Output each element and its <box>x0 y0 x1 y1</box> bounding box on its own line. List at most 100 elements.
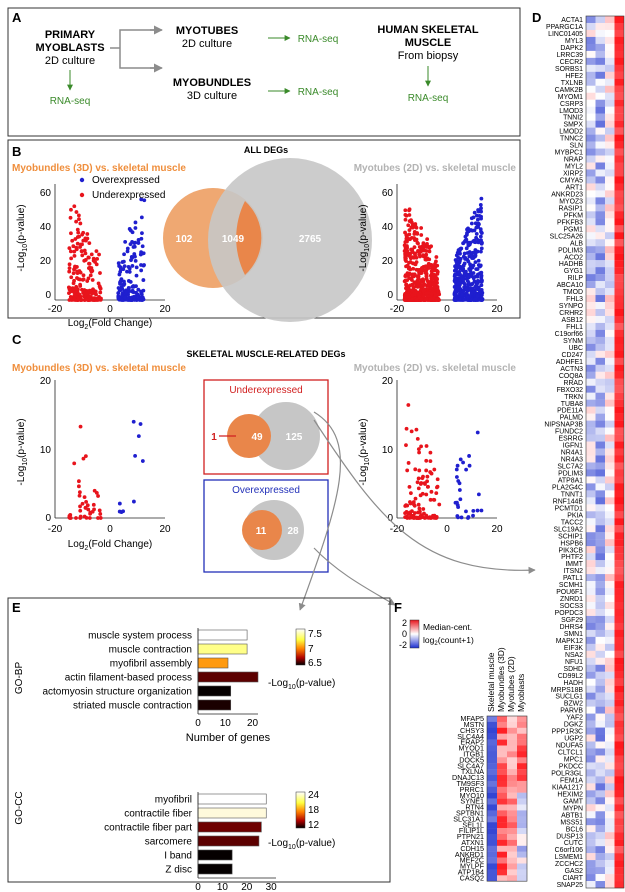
heatmap-cell <box>586 85 596 93</box>
heatmap-cell <box>586 727 596 735</box>
tick: 20 <box>40 256 52 267</box>
heatmap-cell <box>507 786 517 793</box>
heatmap-cell <box>614 734 624 742</box>
heatmap-cell <box>614 176 624 184</box>
heatmap-cell <box>614 532 624 540</box>
heatmap-cell <box>614 295 624 303</box>
heatmap-row-label: HEXIM2 <box>557 791 583 798</box>
heatmap-cell <box>614 629 624 638</box>
tick: 0 <box>387 513 393 524</box>
heatmap-cell <box>586 29 596 38</box>
volcano-point <box>424 296 429 301</box>
heatmap-row-label: PDE11A <box>557 408 583 415</box>
volcano-point <box>434 297 439 302</box>
heatmap-cell <box>586 441 596 449</box>
heatmap-cell <box>517 810 527 817</box>
volcano-point <box>73 237 78 241</box>
heatmap-cell <box>614 329 624 338</box>
heatmap-row-label: MYOM1 <box>558 94 583 101</box>
volcano-point <box>475 274 480 279</box>
heatmap-row-label: LMOD3 <box>559 108 583 115</box>
volcano-point <box>403 230 407 235</box>
heatmap-cell <box>595 874 605 882</box>
volcano-point <box>429 489 434 494</box>
heatmap-row-label: MYOD1 <box>458 744 484 753</box>
heatmap-cell <box>595 553 605 561</box>
heatmap-cell <box>497 875 507 882</box>
heatmap-row-label: ATP8A1 <box>558 477 583 484</box>
heatmap-cell <box>497 869 507 876</box>
volcano-point <box>453 276 457 281</box>
heatmap-cell <box>586 434 596 442</box>
heatmap-cell <box>605 43 615 52</box>
heatmap-row-label: CECR2 <box>560 59 584 66</box>
heatmap-cell <box>586 204 596 212</box>
y-axis-label: -Log10(p-value) <box>16 204 29 271</box>
primary-title-1: PRIMARY <box>45 29 96 41</box>
volcano-point <box>133 258 138 263</box>
colorbar-bp <box>295 628 306 666</box>
volcano-point <box>67 246 72 251</box>
heatmap-cell <box>586 413 596 421</box>
volcano-point <box>85 279 90 283</box>
heatmap-cell <box>605 469 615 477</box>
tick: -20 <box>390 524 405 535</box>
volcano-point <box>405 514 409 519</box>
heatmap-cell <box>595 483 605 491</box>
heatmap-cell <box>595 636 605 644</box>
heatmap-cell <box>614 748 624 756</box>
panel-d-letter: D <box>532 10 541 25</box>
heatmap-cell <box>605 839 615 847</box>
heatmap-cell <box>614 797 624 805</box>
heatmap-cell <box>605 574 615 582</box>
volcano-point <box>468 251 473 255</box>
heatmap-cell <box>586 183 596 191</box>
heatmap-cell <box>595 211 605 219</box>
heatmap-cell <box>605 225 615 233</box>
tick: 20 <box>382 376 394 387</box>
panel-a-letter: A <box>12 10 22 25</box>
heatmap-cell <box>605 804 615 812</box>
over-overlap: 11 <box>256 526 267 537</box>
heatmap-cell <box>605 371 615 379</box>
y-axis-label: -Log10(p-value) <box>358 204 371 271</box>
heatmap-cell <box>487 775 497 782</box>
heatmap-cell <box>517 757 527 764</box>
heatmap-cell <box>595 699 605 707</box>
heatmap-row-label: BCL6 <box>566 826 583 833</box>
heatmap-cell <box>614 574 624 582</box>
heatmap-cell <box>586 525 596 533</box>
volcano-point <box>98 512 103 516</box>
volcano-point <box>78 282 82 287</box>
volcano-point <box>136 241 141 245</box>
heatmap-row-label: CASQ2 <box>460 873 484 882</box>
heatmap-cell <box>586 120 596 128</box>
heatmap-row-label: RRAD <box>563 380 583 387</box>
heatmap-cell <box>595 232 605 240</box>
heatmap-cell <box>614 699 624 707</box>
heatmap-cell <box>487 857 497 864</box>
volcano-point <box>77 479 81 484</box>
volcano-point <box>403 208 408 213</box>
heatmap-cell <box>595 357 605 365</box>
heatmap-cell <box>595 769 605 777</box>
heatmap-cell <box>614 455 624 463</box>
volcano-point <box>476 238 480 242</box>
heatmap-cell <box>586 99 596 107</box>
heatmap-cell <box>605 113 615 121</box>
legend-f-label-1: Median-cent. <box>423 622 472 632</box>
heatmap-cell <box>487 733 497 740</box>
volcano-point <box>75 269 79 274</box>
volcano-point <box>475 267 480 271</box>
heatmap-cell <box>605 832 615 840</box>
heatmap-cell <box>614 85 624 93</box>
volcano-point <box>457 288 462 293</box>
heatmap-cell <box>586 867 596 875</box>
heatmap-cell <box>605 553 615 561</box>
volcano-point <box>469 291 474 296</box>
volcano-point <box>428 450 433 455</box>
heatmap-cell <box>614 469 624 477</box>
heatmap-cell <box>586 281 596 289</box>
over-box-title: Overexpressed <box>232 485 300 496</box>
heatmap-cell <box>605 874 615 882</box>
